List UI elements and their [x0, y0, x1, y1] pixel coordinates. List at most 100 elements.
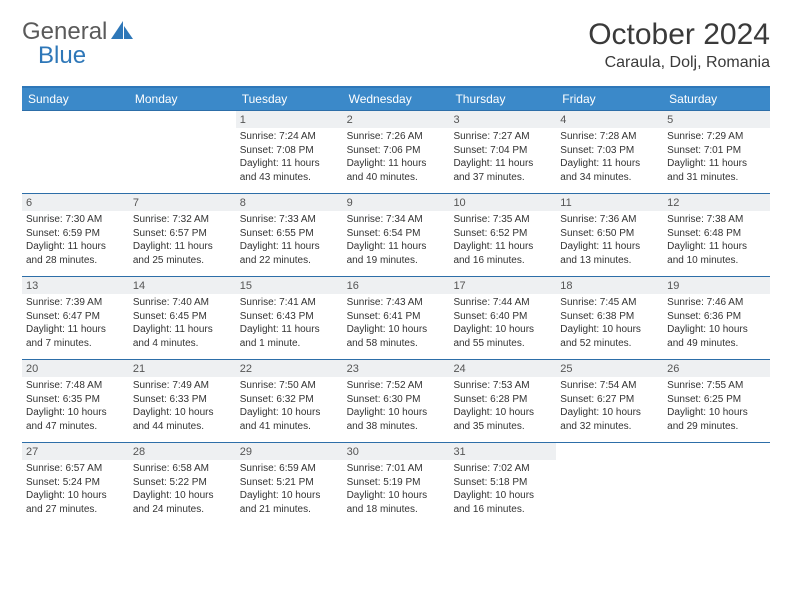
day-cell: 5Sunrise: 7:29 AMSunset: 7:01 PMDaylight…	[663, 111, 770, 193]
day-number: 21	[129, 360, 236, 377]
day-number: 5	[663, 111, 770, 128]
sunset-line: Sunset: 5:21 PM	[240, 476, 339, 490]
day-number: 31	[449, 443, 556, 460]
sunrise-line: Sunrise: 7:40 AM	[133, 296, 232, 310]
day-body: Sunrise: 7:32 AMSunset: 6:57 PMDaylight:…	[129, 211, 236, 271]
day-header-monday: Monday	[129, 88, 236, 110]
day-body: Sunrise: 6:58 AMSunset: 5:22 PMDaylight:…	[129, 460, 236, 520]
month-title: October 2024	[588, 18, 770, 52]
day-body: Sunrise: 7:02 AMSunset: 5:18 PMDaylight:…	[449, 460, 556, 520]
daylight-line: Daylight: 10 hours and 49 minutes.	[667, 323, 766, 350]
day-number: 13	[22, 277, 129, 294]
sunset-line: Sunset: 6:35 PM	[26, 393, 125, 407]
day-number: 23	[343, 360, 450, 377]
location: Caraula, Dolj, Romania	[588, 54, 770, 72]
day-header-thursday: Thursday	[449, 88, 556, 110]
sunrise-line: Sunrise: 7:54 AM	[560, 379, 659, 393]
day-number: 24	[449, 360, 556, 377]
day-cell: 10Sunrise: 7:35 AMSunset: 6:52 PMDayligh…	[449, 194, 556, 276]
day-body: Sunrise: 7:34 AMSunset: 6:54 PMDaylight:…	[343, 211, 450, 271]
day-number: 16	[343, 277, 450, 294]
week-row: 1Sunrise: 7:24 AMSunset: 7:08 PMDaylight…	[22, 110, 770, 193]
day-header-row: SundayMondayTuesdayWednesdayThursdayFrid…	[22, 88, 770, 110]
day-body: Sunrise: 7:38 AMSunset: 6:48 PMDaylight:…	[663, 211, 770, 271]
day-body: Sunrise: 7:45 AMSunset: 6:38 PMDaylight:…	[556, 294, 663, 354]
day-cell: 25Sunrise: 7:54 AMSunset: 6:27 PMDayligh…	[556, 360, 663, 442]
day-cell: 4Sunrise: 7:28 AMSunset: 7:03 PMDaylight…	[556, 111, 663, 193]
day-number: 10	[449, 194, 556, 211]
day-cell: 3Sunrise: 7:27 AMSunset: 7:04 PMDaylight…	[449, 111, 556, 193]
day-body: Sunrise: 6:57 AMSunset: 5:24 PMDaylight:…	[22, 460, 129, 520]
sunrise-line: Sunrise: 7:36 AM	[560, 213, 659, 227]
daylight-line: Daylight: 11 hours and 40 minutes.	[347, 157, 446, 184]
day-cell: 1Sunrise: 7:24 AMSunset: 7:08 PMDaylight…	[236, 111, 343, 193]
sunset-line: Sunset: 6:41 PM	[347, 310, 446, 324]
day-cell: 7Sunrise: 7:32 AMSunset: 6:57 PMDaylight…	[129, 194, 236, 276]
week-row: 20Sunrise: 7:48 AMSunset: 6:35 PMDayligh…	[22, 359, 770, 442]
day-cell: 27Sunrise: 6:57 AMSunset: 5:24 PMDayligh…	[22, 443, 129, 525]
daylight-line: Daylight: 11 hours and 13 minutes.	[560, 240, 659, 267]
day-cell-empty	[663, 443, 770, 525]
sunset-line: Sunset: 6:45 PM	[133, 310, 232, 324]
daylight-line: Daylight: 10 hours and 41 minutes.	[240, 406, 339, 433]
daylight-line: Daylight: 11 hours and 19 minutes.	[347, 240, 446, 267]
day-number: 30	[343, 443, 450, 460]
sunset-line: Sunset: 6:25 PM	[667, 393, 766, 407]
sunrise-line: Sunrise: 7:48 AM	[26, 379, 125, 393]
sunrise-line: Sunrise: 7:01 AM	[347, 462, 446, 476]
week-row: 6Sunrise: 7:30 AMSunset: 6:59 PMDaylight…	[22, 193, 770, 276]
day-body: Sunrise: 7:41 AMSunset: 6:43 PMDaylight:…	[236, 294, 343, 354]
daylight-line: Daylight: 10 hours and 55 minutes.	[453, 323, 552, 350]
day-number: 2	[343, 111, 450, 128]
sunset-line: Sunset: 5:18 PM	[453, 476, 552, 490]
day-number: 8	[236, 194, 343, 211]
sunrise-line: Sunrise: 7:28 AM	[560, 130, 659, 144]
day-cell: 6Sunrise: 7:30 AMSunset: 6:59 PMDaylight…	[22, 194, 129, 276]
sunrise-line: Sunrise: 7:26 AM	[347, 130, 446, 144]
day-number: 7	[129, 194, 236, 211]
day-body: Sunrise: 7:39 AMSunset: 6:47 PMDaylight:…	[22, 294, 129, 354]
sunrise-line: Sunrise: 7:55 AM	[667, 379, 766, 393]
daylight-line: Daylight: 10 hours and 16 minutes.	[453, 489, 552, 516]
daylight-line: Daylight: 11 hours and 31 minutes.	[667, 157, 766, 184]
day-number: 17	[449, 277, 556, 294]
sunrise-line: Sunrise: 7:44 AM	[453, 296, 552, 310]
logo-text-blue: Blue	[38, 42, 86, 70]
sunrise-line: Sunrise: 7:32 AM	[133, 213, 232, 227]
day-header-friday: Friday	[556, 88, 663, 110]
sunset-line: Sunset: 6:54 PM	[347, 227, 446, 241]
day-body: Sunrise: 7:01 AMSunset: 5:19 PMDaylight:…	[343, 460, 450, 520]
logo-sail-icon	[109, 19, 135, 41]
day-cell: 13Sunrise: 7:39 AMSunset: 6:47 PMDayligh…	[22, 277, 129, 359]
day-number: 29	[236, 443, 343, 460]
day-cell: 21Sunrise: 7:49 AMSunset: 6:33 PMDayligh…	[129, 360, 236, 442]
day-cell: 11Sunrise: 7:36 AMSunset: 6:50 PMDayligh…	[556, 194, 663, 276]
day-body: Sunrise: 7:49 AMSunset: 6:33 PMDaylight:…	[129, 377, 236, 437]
daylight-line: Daylight: 11 hours and 4 minutes.	[133, 323, 232, 350]
day-body: Sunrise: 7:36 AMSunset: 6:50 PMDaylight:…	[556, 211, 663, 271]
sunrise-line: Sunrise: 7:43 AM	[347, 296, 446, 310]
day-number: 3	[449, 111, 556, 128]
sunset-line: Sunset: 6:50 PM	[560, 227, 659, 241]
day-number: 11	[556, 194, 663, 211]
day-number	[663, 443, 770, 460]
day-body: Sunrise: 7:33 AMSunset: 6:55 PMDaylight:…	[236, 211, 343, 271]
daylight-line: Daylight: 10 hours and 47 minutes.	[26, 406, 125, 433]
day-number: 1	[236, 111, 343, 128]
sunset-line: Sunset: 6:27 PM	[560, 393, 659, 407]
day-body: Sunrise: 7:24 AMSunset: 7:08 PMDaylight:…	[236, 128, 343, 188]
sunrise-line: Sunrise: 7:33 AM	[240, 213, 339, 227]
sunset-line: Sunset: 7:03 PM	[560, 144, 659, 158]
sunset-line: Sunset: 7:08 PM	[240, 144, 339, 158]
sunset-line: Sunset: 6:32 PM	[240, 393, 339, 407]
day-cell: 9Sunrise: 7:34 AMSunset: 6:54 PMDaylight…	[343, 194, 450, 276]
day-body: Sunrise: 6:59 AMSunset: 5:21 PMDaylight:…	[236, 460, 343, 520]
sunset-line: Sunset: 6:57 PM	[133, 227, 232, 241]
day-cell: 29Sunrise: 6:59 AMSunset: 5:21 PMDayligh…	[236, 443, 343, 525]
day-header-saturday: Saturday	[663, 88, 770, 110]
sunset-line: Sunset: 6:33 PM	[133, 393, 232, 407]
logo-line2: Blue	[38, 42, 86, 70]
day-cell: 12Sunrise: 7:38 AMSunset: 6:48 PMDayligh…	[663, 194, 770, 276]
day-body: Sunrise: 7:46 AMSunset: 6:36 PMDaylight:…	[663, 294, 770, 354]
day-body: Sunrise: 7:40 AMSunset: 6:45 PMDaylight:…	[129, 294, 236, 354]
